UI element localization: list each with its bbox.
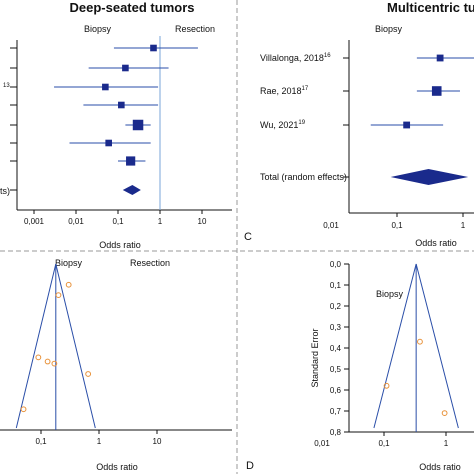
- study-ref: 19: [298, 120, 305, 126]
- study-point: [55, 292, 62, 299]
- row-label-ref: 13: [3, 83, 10, 89]
- x-axis-deep-seated: 0,001 0,01 0,1 1 10: [10, 40, 232, 226]
- study-ref: 16: [324, 53, 331, 59]
- study-point: [383, 382, 390, 389]
- favor-left-label-b: Biopsy: [55, 258, 83, 268]
- x-tick-label: 0,01: [314, 439, 330, 448]
- study-point: [51, 360, 58, 367]
- forest-plot-deep-seated: Deep-seated tumors Biopsy Resection 13 t…: [0, 0, 232, 250]
- x-tick-label: 10: [198, 217, 207, 226]
- x-tick-label: 0,01: [323, 221, 339, 230]
- pooled-diamond: [122, 185, 141, 195]
- x-axis-label-multicentric: Odds ratio: [415, 238, 457, 248]
- plot-area-funnel-d: [373, 263, 459, 432]
- study-ref: 17: [302, 86, 309, 92]
- study-point: [35, 354, 42, 361]
- y-tick-label: 0,4: [330, 344, 342, 353]
- study-marker: [132, 119, 144, 131]
- x-tick-label: 1: [461, 221, 466, 230]
- favor-left-label-d: Biopsy: [376, 289, 404, 299]
- y-tick-label: 0,7: [330, 407, 342, 416]
- pooled-label: Total (random effects): [260, 172, 347, 182]
- x-tick-label: 1: [158, 217, 163, 226]
- x-tick-label: 1: [97, 437, 102, 446]
- study-label: Wu, 202119: [260, 120, 306, 130]
- plot-area-multicentric: Villalonga, 201816 Rae, 201817 Wu, 202119 T…: [260, 53, 474, 185]
- favor-right-label: Resection: [175, 24, 215, 34]
- y-tick-label: 0,1: [330, 281, 342, 290]
- x-tick-label: 1: [444, 439, 449, 448]
- x-axis-label-funnel-d: Odds ratio: [419, 462, 461, 472]
- y-tick-label: 0,2: [330, 302, 342, 311]
- funnel-plot-multicentric: Biopsy D Standard Error 0,00,10,20,30,40…: [246, 260, 474, 472]
- x-axis-label-funnel-b: Odds ratio: [96, 462, 138, 472]
- study-label: Rae, 201817: [260, 86, 309, 96]
- study-marker: [436, 54, 444, 62]
- study-marker: [126, 156, 136, 166]
- x-tick-label: 0,1: [378, 439, 390, 448]
- study-point: [65, 281, 72, 288]
- study-marker: [102, 83, 109, 91]
- favor-right-label-b: Resection: [130, 258, 170, 268]
- y-tick-label: 0,3: [330, 323, 342, 332]
- x-axis-label-deep-seated: Odds ratio: [99, 240, 141, 250]
- study-marker: [431, 86, 442, 96]
- row-label-total: ts): [0, 186, 10, 196]
- y-tick-label: 0,6: [330, 386, 342, 395]
- study-marker: [118, 101, 125, 109]
- y-tick-label: 0,0: [330, 260, 342, 269]
- x-tick-label: 0,001: [24, 217, 45, 226]
- forest-plot-multicentric: Multicentric tumo Biopsy C 0,01 0,1 1 Vill…: [244, 0, 474, 248]
- x-tick-label: 0,1: [35, 437, 47, 446]
- favor-left-label-c: Biopsy: [375, 24, 403, 34]
- x-tick-label: 0,01: [68, 217, 84, 226]
- study-point: [441, 410, 448, 417]
- study-marker: [122, 64, 129, 72]
- study-point: [20, 406, 27, 413]
- study-marker: [150, 44, 157, 52]
- y-axis-label-funnel-d: Standard Error: [310, 328, 320, 387]
- x-tick-label: 0,1: [391, 221, 403, 230]
- study-point: [417, 338, 423, 345]
- panel-label-d: D: [246, 460, 254, 472]
- study-point: [85, 371, 92, 377]
- pooled-diamond: [390, 169, 469, 185]
- x-tick-label: 0,1: [112, 217, 124, 226]
- chart-title-deep-seated: Deep-seated tumors: [70, 0, 195, 15]
- y-tick-label: 0,8: [330, 428, 342, 437]
- favor-left-label: Biopsy: [84, 24, 112, 34]
- axes-funnel-d: 0,0 0,1 0,2 0,3 0,4 0,5 0,6 0,7 0,80,01 0,1 1: [314, 260, 474, 448]
- study-point: [44, 358, 51, 365]
- chart-title-multicentric: Multicentric tumo: [387, 0, 474, 15]
- study-marker: [403, 121, 411, 129]
- x-axis-multicentric: 0,01 0,1 1: [323, 40, 474, 230]
- x-tick-label: 10: [153, 437, 162, 446]
- y-tick-label: 0,5: [330, 365, 342, 374]
- study-label: Villalonga, 201816: [260, 53, 331, 63]
- study-marker: [105, 139, 112, 147]
- plot-area-deep-seated: [54, 36, 198, 210]
- panel-label-c: C: [244, 231, 252, 243]
- plot-area-funnel-b: [15, 263, 96, 430]
